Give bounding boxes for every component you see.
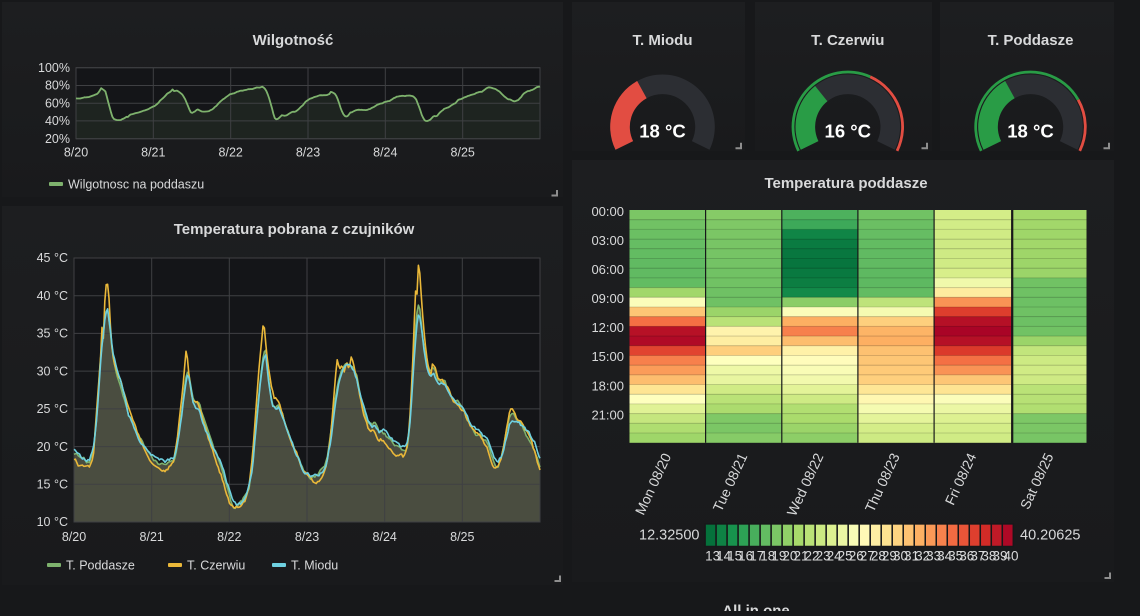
svg-text:06:00: 06:00 <box>591 262 624 277</box>
svg-text:38: 38 <box>981 549 996 564</box>
svg-text:8/25: 8/25 <box>451 146 475 160</box>
svg-text:32: 32 <box>915 549 930 564</box>
svg-text:24: 24 <box>827 549 843 564</box>
svg-text:T. Czerwiu: T. Czerwiu <box>811 32 884 49</box>
svg-text:40%: 40% <box>45 114 70 128</box>
svg-text:T. Poddasze: T. Poddasze <box>66 559 135 573</box>
svg-text:40.20625: 40.20625 <box>1020 528 1080 544</box>
svg-text:8/22: 8/22 <box>219 146 243 160</box>
svg-text:Temperatura pobrana z czujnikó: Temperatura pobrana z czujników <box>174 221 415 238</box>
svg-text:18: 18 <box>760 549 775 564</box>
svg-text:8/24: 8/24 <box>373 530 397 544</box>
svg-text:18 °C: 18 °C <box>639 121 685 142</box>
svg-text:T. Miodu: T. Miodu <box>633 32 693 49</box>
svg-text:25 °C: 25 °C <box>37 402 68 416</box>
svg-text:T. Miodu: T. Miodu <box>291 559 338 573</box>
svg-text:30 °C: 30 °C <box>37 364 68 378</box>
svg-text:T. Poddasze: T. Poddasze <box>988 32 1074 49</box>
svg-text:8/21: 8/21 <box>140 530 164 544</box>
svg-text:All in one: All in one <box>722 603 790 612</box>
svg-text:18 °C: 18 °C <box>1007 121 1053 142</box>
svg-text:35 °C: 35 °C <box>37 327 68 341</box>
svg-text:Wilgotnosc na poddaszu: Wilgotnosc na poddaszu <box>68 178 204 192</box>
svg-text:16: 16 <box>738 549 753 564</box>
svg-text:15 °C: 15 °C <box>37 478 68 492</box>
svg-text:29: 29 <box>882 549 897 564</box>
svg-text:28: 28 <box>871 549 886 564</box>
svg-text:14: 14 <box>716 549 732 564</box>
svg-text:21: 21 <box>793 549 808 564</box>
svg-text:80%: 80% <box>45 79 70 93</box>
svg-text:19: 19 <box>771 549 786 564</box>
svg-text:27: 27 <box>860 549 875 564</box>
svg-text:30: 30 <box>893 549 908 564</box>
svg-text:8/21: 8/21 <box>141 146 165 160</box>
svg-text:15: 15 <box>727 549 742 564</box>
svg-text:8/25: 8/25 <box>450 530 474 544</box>
svg-text:31: 31 <box>904 549 919 564</box>
svg-text:8/20: 8/20 <box>62 530 86 544</box>
svg-text:00:00: 00:00 <box>591 204 624 219</box>
svg-text:Temperatura poddasze: Temperatura poddasze <box>764 175 927 192</box>
svg-text:20%: 20% <box>45 132 70 146</box>
svg-text:60%: 60% <box>45 96 70 110</box>
svg-text:20: 20 <box>782 549 797 564</box>
svg-text:8/24: 8/24 <box>373 146 397 160</box>
svg-text:8/22: 8/22 <box>217 530 241 544</box>
svg-text:16 °C: 16 °C <box>825 121 871 142</box>
svg-text:15:00: 15:00 <box>591 349 624 364</box>
svg-text:17: 17 <box>749 549 764 564</box>
svg-text:12:00: 12:00 <box>591 320 624 335</box>
svg-text:40: 40 <box>1003 549 1018 564</box>
svg-text:26: 26 <box>849 549 864 564</box>
svg-text:25: 25 <box>838 549 853 564</box>
svg-text:10 °C: 10 °C <box>37 515 68 529</box>
svg-text:40 °C: 40 °C <box>37 289 68 303</box>
svg-text:8/20: 8/20 <box>64 146 88 160</box>
svg-text:21:00: 21:00 <box>591 407 624 422</box>
svg-text:34: 34 <box>937 549 953 564</box>
svg-text:20 °C: 20 °C <box>37 440 68 454</box>
svg-text:45 °C: 45 °C <box>37 251 68 265</box>
svg-text:03:00: 03:00 <box>591 233 624 248</box>
svg-text:13: 13 <box>705 549 720 564</box>
svg-text:09:00: 09:00 <box>591 291 624 306</box>
svg-text:23: 23 <box>816 549 831 564</box>
svg-text:Wilgotność: Wilgotność <box>253 32 334 49</box>
svg-text:100%: 100% <box>38 61 70 75</box>
svg-text:33: 33 <box>926 549 941 564</box>
svg-text:T. Czerwiu: T. Czerwiu <box>187 559 245 573</box>
svg-text:22: 22 <box>804 549 819 564</box>
svg-text:35: 35 <box>948 549 963 564</box>
svg-text:8/23: 8/23 <box>295 530 319 544</box>
svg-text:12.32500: 12.32500 <box>639 528 699 544</box>
svg-text:18:00: 18:00 <box>591 378 624 393</box>
svg-text:39: 39 <box>992 549 1007 564</box>
svg-text:37: 37 <box>970 549 985 564</box>
svg-text:8/23: 8/23 <box>296 146 320 160</box>
svg-text:36: 36 <box>959 549 974 564</box>
